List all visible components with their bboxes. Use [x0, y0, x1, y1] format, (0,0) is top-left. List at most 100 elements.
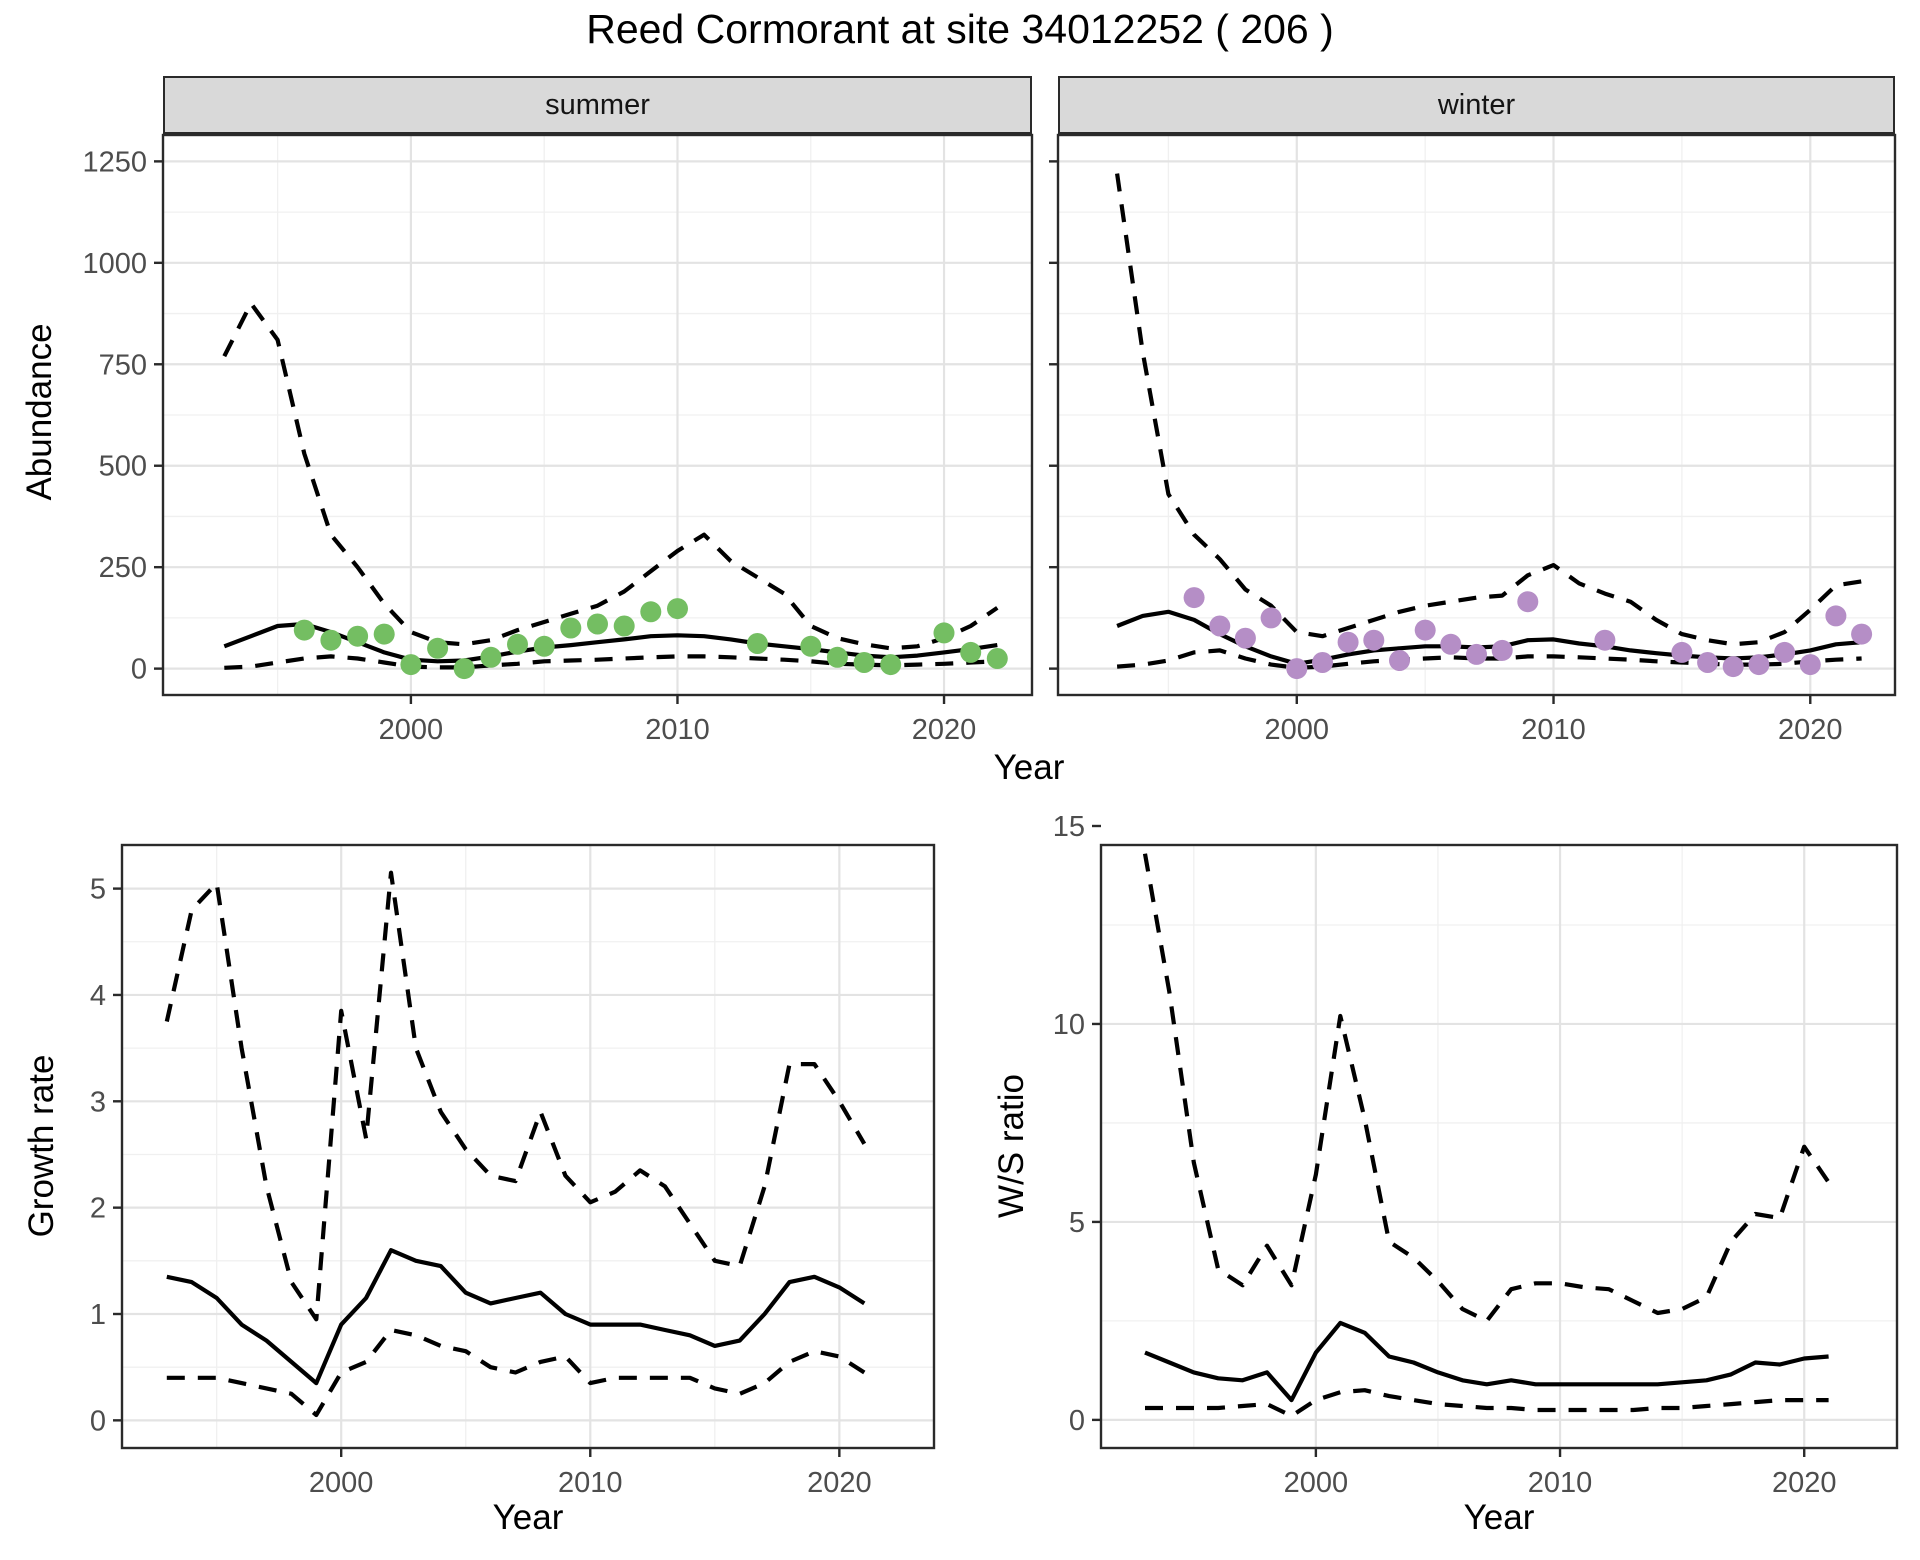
x-tick-label: 2010: [558, 1467, 623, 1499]
data-point-observed-count: [560, 617, 582, 639]
x-tick-label: 2020: [807, 1467, 872, 1499]
abundance_summer-points: [293, 598, 1008, 680]
abundance_winter-points: [1183, 587, 1873, 680]
data-point-observed-count: [853, 652, 875, 673]
axis-growth_rate: 2000 2010 2020 0 1 2 3 4 5: [90, 874, 872, 1499]
growth_rate-lower_ci-line: [166, 1327, 866, 1418]
y-tick-label: 5: [1069, 1207, 1085, 1239]
axis-abundance_winter: 2000 2010 2020: [1049, 160, 1843, 746]
panel-ws_ratio: 2000 2010 2020 0 5 10 15: [1053, 811, 1899, 1499]
y-tick-label: 0: [90, 1405, 106, 1437]
data-point-observed-count: [533, 635, 555, 657]
data-point-observed-count: [1414, 619, 1436, 641]
facet-strip-summer-label: summer: [545, 88, 650, 121]
data-point-observed-count: [613, 615, 635, 637]
growth_rate-median-line: [166, 1248, 866, 1386]
panel-growth_rate: 2000 2010 2020 0 1 2 3 4 5: [90, 843, 936, 1499]
x-axis-title-year-ws: Year: [1463, 1498, 1535, 1537]
y-tick-label: 1000: [82, 248, 147, 280]
panel-border: [161, 133, 1034, 697]
x-axis-title-year-top: Year: [993, 748, 1065, 787]
data-point-observed-count: [640, 601, 662, 623]
panel-abundance_winter: 2000 2010 2020: [1049, 133, 1897, 746]
data-point-observed-count: [347, 625, 369, 647]
y-tick-label: 1250: [82, 146, 147, 178]
ws_ratio-upper_ci-line: [1142, 853, 1831, 1323]
abundance_summer-lower_ci-line: [224, 654, 998, 670]
abundance_summer-upper_ci-line: [222, 301, 999, 651]
data-point-observed-count: [427, 637, 449, 659]
y-axis-title-growth-rate: Growth rate: [22, 1054, 61, 1238]
panel-abundance_summer: 2000 2010 2020 0 250 500 750 1000 1250: [82, 133, 1034, 746]
y-tick-label: 5: [90, 874, 106, 906]
x-tick-label: 2010: [1521, 714, 1586, 746]
panel-border: [1056, 133, 1897, 697]
y-tick-label: 4: [90, 980, 106, 1012]
data-point-observed-count: [293, 619, 315, 641]
panel-background: [122, 845, 934, 1448]
facet-strip-summer: summer: [163, 76, 1032, 134]
data-point-observed-count: [373, 623, 395, 645]
gridlines: [122, 845, 934, 1448]
data-point-observed-count: [1594, 629, 1616, 651]
x-tick-label: 2000: [379, 714, 444, 746]
panel-background: [1101, 845, 1897, 1448]
data-point-observed-count: [933, 622, 955, 644]
data-point-observed-count: [1774, 641, 1796, 663]
y-tick-label: 15: [1053, 811, 1085, 843]
data-point-observed-count: [960, 641, 982, 663]
data-point-observed-count: [1337, 631, 1359, 653]
ws_ratio-lower_ci-line: [1145, 1388, 1829, 1418]
x-tick-label: 2000: [309, 1467, 374, 1499]
y-tick-label: 500: [99, 451, 147, 483]
growth_rate-upper_ci-line: [164, 870, 867, 1322]
data-point-observed-count: [1748, 654, 1770, 676]
x-tick-label: 2010: [1528, 1467, 1593, 1499]
axis-abundance_summer: 2000 2010 2020 0 250 500 750 1000 1250: [82, 146, 976, 746]
y-tick-label: 2: [90, 1193, 106, 1225]
axis-ws_ratio: 2000 2010 2020 0 5 10 15: [1053, 811, 1837, 1499]
data-point-observed-count: [667, 598, 688, 620]
data-point-observed-count: [1440, 633, 1462, 655]
data-point-observed-count: [1799, 654, 1821, 676]
data-point-observed-count: [400, 654, 422, 676]
data-point-observed-count: [587, 613, 608, 635]
facet-strip-winter-label: winter: [1437, 88, 1516, 121]
data-point-observed-count: [1671, 641, 1693, 663]
x-tick-label: 2000: [1265, 714, 1330, 746]
data-point-observed-count: [1209, 615, 1231, 637]
data-point-observed-count: [1851, 623, 1873, 645]
data-point-observed-count: [800, 635, 822, 657]
x-axis-title-year-growth: Year: [492, 1498, 564, 1537]
x-tick-label: 2000: [1284, 1467, 1349, 1499]
data-point-observed-count: [1517, 591, 1539, 613]
y-tick-label: 0: [1069, 1405, 1085, 1437]
y-tick-label: 0: [131, 654, 147, 686]
data-point-observed-count: [1389, 650, 1410, 671]
data-point-observed-count: [880, 654, 902, 676]
data-point-observed-count: [1697, 652, 1719, 673]
x-tick-label: 2010: [645, 714, 710, 746]
data-point-observed-count: [1825, 605, 1847, 627]
panel-border: [1099, 843, 1899, 1450]
data-point-observed-count: [1466, 643, 1487, 665]
y-tick-label: 250: [99, 552, 147, 584]
data-point-observed-count: [1260, 607, 1282, 629]
data-point-observed-count: [986, 648, 1008, 669]
data-point-observed-count: [1491, 639, 1513, 661]
abundance_winter-upper_ci-line: [1115, 173, 1862, 647]
x-tick-label: 2020: [912, 714, 977, 746]
gridlines: [163, 135, 1032, 695]
y-tick-label: 10: [1053, 1009, 1085, 1041]
x-tick-label: 2020: [1772, 1467, 1837, 1499]
data-point-observed-count: [507, 633, 528, 655]
data-point-observed-count: [826, 646, 848, 668]
data-point-observed-count: [1363, 629, 1385, 651]
data-point-observed-count: [746, 633, 768, 654]
data-point-observed-count: [1234, 627, 1256, 649]
x-tick-label: 2020: [1778, 714, 1843, 746]
y-tick-label: 750: [99, 349, 147, 381]
chart-title: Reed Cormorant at site 34012252 ( 206 ): [586, 6, 1334, 52]
